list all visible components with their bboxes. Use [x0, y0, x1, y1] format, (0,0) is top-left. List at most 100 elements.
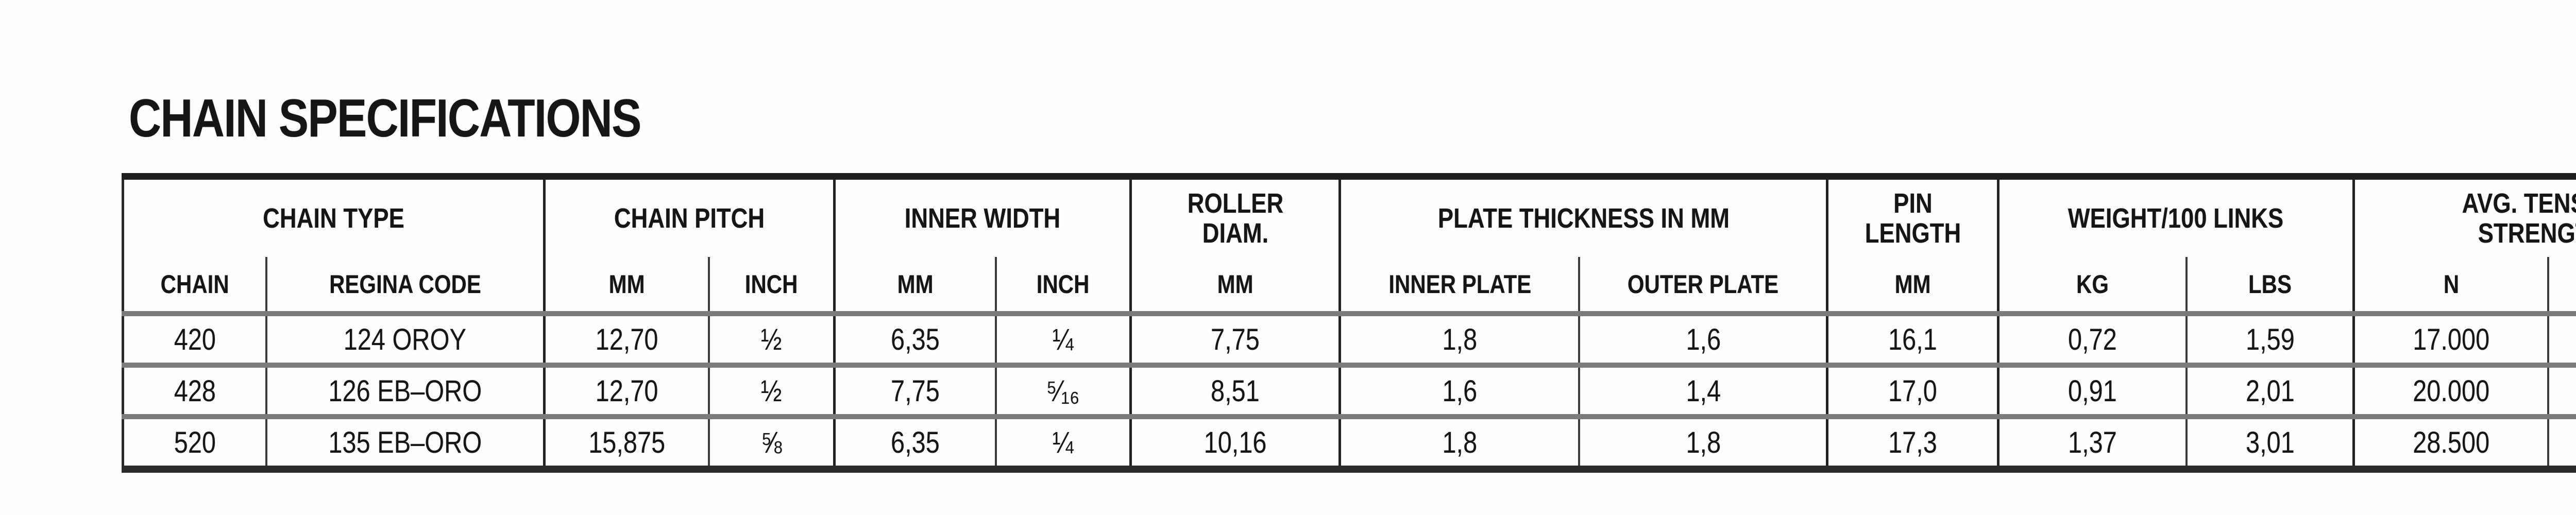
table-cell: 12,70 [544, 314, 710, 368]
table-cell: 126 EB–ORO [266, 365, 546, 419]
cell-value: 28.500 [2413, 425, 2490, 459]
table-cell: 1,8 [1340, 417, 1581, 469]
table-cell: 1,8 [1340, 314, 1581, 368]
table-cell: 20.000 [2353, 365, 2550, 419]
cell-value: 17,0 [1888, 374, 1937, 408]
table-cell: 1,4 [1579, 365, 1829, 419]
page-title-text: CHAIN SPECIFICATIONS [129, 89, 641, 148]
cell-value: 6,35 [891, 425, 940, 459]
cell-value: 1,37 [2067, 425, 2117, 459]
cell-value: 12,70 [595, 322, 658, 356]
cell-value: 15,875 [588, 425, 665, 459]
col-header-width-inch: INCH [996, 257, 1132, 316]
col-group-roller-diam: ROLLER DIAM. [1130, 176, 1342, 257]
col-group-weight-100-links-label: WEIGHT/100 LINKS [2068, 202, 2284, 234]
table-cell: 17,3 [1827, 417, 1999, 469]
col-header-width-mm-label: MM [897, 269, 934, 299]
table-row-428: 428 126 EB–ORO 12,70 ½ 7,75 ⁵⁄₁₆ 8,51 1,… [123, 365, 2576, 419]
cell-value: 420 [174, 322, 216, 356]
table-cell: 7,75 [1130, 314, 1342, 368]
cell-value: 10,16 [1204, 425, 1267, 459]
cell-value: 17,3 [1888, 425, 1937, 459]
table-cell: 6.407 [2548, 417, 2576, 469]
col-header-pin-mm-label: MM [1894, 269, 1931, 299]
col-header-pitch-inch-label: INCH [745, 269, 798, 299]
cell-value: 135 EB–ORO [328, 425, 482, 459]
table-cell: 4.496 [2548, 365, 2576, 419]
col-group-weight-100-links: WEIGHT/100 LINKS [1998, 176, 2355, 257]
col-header-tensile-lbs: LBS [2548, 257, 2576, 316]
cell-value: 1,59 [2245, 322, 2295, 356]
col-group-avg-tensile-strength: AVG. TENSILE STRENGTH [2353, 176, 2576, 257]
col-group-inner-width: INNER WIDTH [834, 176, 1132, 257]
cell-value: 16,1 [1888, 322, 1937, 356]
col-header-roller-mm-label: MM [1217, 269, 1253, 299]
cell-value: ¼ [1053, 425, 1074, 459]
col-header-pitch-inch: INCH [708, 257, 836, 316]
table-cell: 3,01 [2186, 417, 2355, 469]
cell-value: 20.000 [2413, 374, 2490, 408]
sub-header-row: CHAIN REGINA CODE MM INCH MM INCH MM INN… [123, 257, 2576, 316]
table-cell: 0,91 [1998, 365, 2188, 419]
cell-value: ½ [761, 322, 782, 356]
cell-value: 7,75 [1211, 322, 1260, 356]
col-header-pitch-mm: MM [544, 257, 710, 316]
table-cell: 135 EB–ORO [266, 417, 546, 469]
cell-value: 0,91 [2067, 374, 2117, 408]
cell-value: 124 OROY [344, 322, 467, 356]
cell-value: 1,8 [1442, 425, 1478, 459]
col-header-outer-plate: OUTER PLATE [1579, 257, 1829, 316]
col-header-n-label: N [2443, 269, 2459, 299]
chain-specifications-table: CHAIN TYPE CHAIN PITCH INNER WIDTH ROLLE… [122, 173, 2576, 473]
col-header-width-mm: MM [834, 257, 997, 316]
col-header-pin-mm: MM [1827, 257, 1999, 316]
col-group-chain-type: CHAIN TYPE [123, 176, 546, 257]
table-cell: 0,72 [1998, 314, 2188, 368]
table-cell: ½ [708, 314, 836, 368]
cell-value: 1,8 [1685, 425, 1721, 459]
col-header-kg: KG [1998, 257, 2188, 316]
col-header-pitch-mm-label: MM [608, 269, 645, 299]
table-cell: 520 [123, 417, 267, 469]
col-header-inner-plate-label: INNER PLATE [1388, 269, 1531, 299]
page-title: CHAIN SPECIFICATIONS [129, 92, 738, 145]
col-header-n: N [2353, 257, 2550, 316]
cell-value: ½ [761, 374, 782, 408]
col-header-kg-label: KG [2076, 269, 2109, 299]
cell-value: 1,4 [1685, 374, 1721, 408]
table-cell: 15,875 [544, 417, 710, 469]
table-cell: ⅝ [708, 417, 836, 469]
cell-value: 428 [174, 374, 216, 408]
table-cell: 6,35 [834, 314, 997, 368]
col-header-roller-mm: MM [1130, 257, 1342, 316]
table-cell: 1,6 [1340, 365, 1581, 419]
col-header-lbs-label: LBS [2248, 269, 2292, 299]
cell-value: 7,75 [891, 374, 940, 408]
col-group-chain-pitch-label: CHAIN PITCH [614, 202, 765, 234]
table-cell: ⁵⁄₁₆ [996, 365, 1132, 419]
table-cell: 428 [123, 365, 267, 419]
cell-value: 8,51 [1211, 374, 1260, 408]
cell-value: 3,01 [2245, 425, 2295, 459]
table-cell: ¼ [996, 314, 1132, 368]
table-cell: 3.822 [2548, 314, 2576, 368]
col-header-regina-code: REGINA CODE [266, 257, 546, 316]
table-cell: 12,70 [544, 365, 710, 419]
cell-value: ⅝ [761, 425, 782, 459]
table-cell: 2,01 [2186, 365, 2355, 419]
table-cell: 16,1 [1827, 314, 1999, 368]
col-group-plate-thickness: PLATE THICKNESS IN MM [1340, 176, 1829, 257]
cell-value: 6,35 [891, 322, 940, 356]
col-header-chain-label: CHAIN [160, 269, 229, 299]
cell-value: 1,6 [1442, 374, 1478, 408]
table-cell: 28.500 [2353, 417, 2550, 469]
table-cell: 1,37 [1998, 417, 2188, 469]
col-group-plate-thickness-label: PLATE THICKNESS IN MM [1437, 202, 1730, 234]
table-body: 420 124 OROY 12,70 ½ 6,35 ¼ 7,75 1,8 1,6… [123, 314, 2576, 469]
col-group-inner-width-label: INNER WIDTH [905, 202, 1061, 234]
cell-value: 0,72 [2067, 322, 2117, 356]
col-group-roller-diam-label: ROLLER DIAM. [1187, 187, 1283, 249]
col-group-chain-pitch: CHAIN PITCH [544, 176, 836, 257]
table-cell: 10,16 [1130, 417, 1342, 469]
